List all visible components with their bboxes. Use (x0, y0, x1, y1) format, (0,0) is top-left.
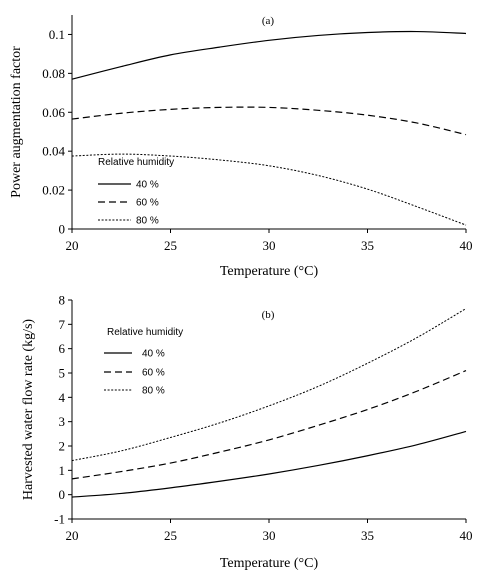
chart-panel-a: 0 0.02 0.04 0.06 0.08 0.1 20 25 30 35 40 Temperatur… (9, 15, 473, 279)
y-tick-label: 0.06 (42, 105, 65, 120)
legend-title: Relative humidity (98, 157, 174, 168)
y-tick-label: 4 (59, 390, 66, 405)
panel-label: (b) (262, 309, 275, 321)
y-axis-label: Harvested water flow rate (kg/s) (21, 319, 36, 500)
chart-panel-b: -1 0 1 2 3 4 5 6 7 8 20 25 30 35 40 Temperature (°C) Har… (21, 293, 473, 572)
legend-entry: 80 % (142, 386, 165, 397)
y-tick-label: 5 (59, 366, 66, 381)
legend-entry: 40 % (136, 180, 159, 191)
y-tick-label: 0 (59, 222, 66, 237)
legend-entry: 80 % (136, 216, 159, 227)
x-tick-label: 30 (263, 238, 276, 253)
x-tick-label: 25 (164, 528, 177, 543)
x-tick-label: 30 (263, 528, 276, 543)
legend: Relative humidity 40 % 60 % 80 % (98, 157, 174, 227)
y-tick-label: 0 (59, 487, 66, 502)
y-tick-label: 8 (59, 293, 66, 308)
legend: Relative humidity 40 % 60 % 80 % (104, 327, 183, 397)
x-axis-label: Temperature (°C) (220, 264, 319, 279)
x-tick-label: 40 (460, 528, 473, 543)
x-tick-label: 35 (361, 238, 374, 253)
series-line-40-percent (71, 430, 467, 498)
series-line-60-percent (71, 370, 467, 480)
x-tick-label: 20 (66, 528, 79, 543)
panel-label: (a) (262, 15, 275, 27)
x-tick-label: 20 (66, 238, 79, 253)
legend-entry: 40 % (142, 349, 165, 360)
y-tick-label: -1 (54, 512, 65, 527)
legend-entry: 60 % (136, 198, 159, 209)
x-axis-label: Temperature (°C) (220, 556, 319, 571)
y-tick-label: 0.1 (49, 27, 65, 42)
x-tick-label: 35 (361, 528, 374, 543)
y-axis-label: Power augmentation factor (9, 46, 24, 198)
legend-title: Relative humidity (107, 327, 183, 338)
x-tick-label: 40 (460, 238, 473, 253)
y-tick-label: 0.02 (42, 183, 65, 198)
y-tick-label: 3 (59, 414, 66, 429)
y-tick-label: 0.08 (42, 66, 65, 81)
series-line-80-percent (71, 153, 467, 226)
x-tick-label: 25 (164, 238, 177, 253)
series-line-60-percent (71, 106, 467, 136)
legend-entry: 60 % (142, 368, 165, 379)
y-tick-label: 7 (59, 317, 66, 332)
y-tick-label: 6 (59, 341, 66, 356)
series-line-80-percent (71, 308, 467, 462)
y-tick-label: 0.04 (42, 144, 65, 159)
series-line-40-percent (71, 30, 467, 80)
y-tick-label: 1 (59, 463, 66, 478)
y-tick-label: 2 (59, 439, 66, 454)
